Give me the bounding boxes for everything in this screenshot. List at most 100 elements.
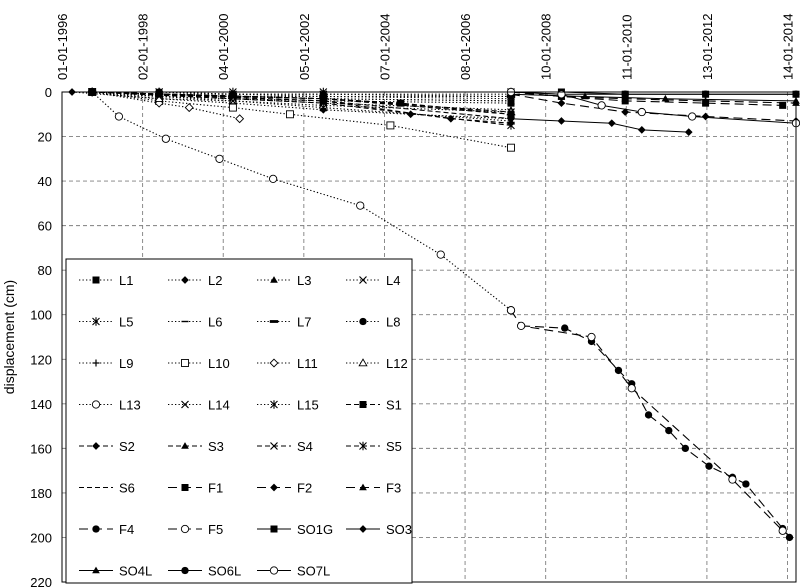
legend-item-f1: F1 <box>168 481 223 496</box>
legend-item-l8: L8 <box>346 315 400 330</box>
legend-item-l10: L10 <box>168 356 230 371</box>
data-point-f5 <box>778 526 787 535</box>
legend-marker-sample <box>359 276 367 284</box>
data-point-f5 <box>516 321 526 330</box>
legend-marker-sample <box>181 484 189 491</box>
data-point-f4 <box>644 411 653 419</box>
legend-marker-sample <box>359 401 367 408</box>
legend-label: S1 <box>386 398 402 413</box>
legend-box <box>65 258 413 584</box>
y-tick-label: 60 <box>38 219 52 234</box>
legend-marker-sample <box>92 317 100 326</box>
data-point-s4 <box>507 108 515 116</box>
x-tick-label: 11-01-2010 <box>619 14 634 80</box>
legend-marker-sample <box>269 358 279 368</box>
legend-marker-sample <box>181 359 189 367</box>
legend-label: S3 <box>208 439 224 454</box>
legend-marker-sample <box>359 483 367 491</box>
legend-item-f4: F4 <box>79 522 134 537</box>
legend-label: F1 <box>208 481 223 496</box>
series-line-l10 <box>92 91 512 149</box>
data-point-so7l <box>597 101 606 110</box>
legend-item-l6: L6 <box>168 315 222 330</box>
legend-item-f5: F5 <box>168 522 223 537</box>
legend-label: L13 <box>119 398 141 413</box>
data-point-f1 <box>779 101 787 109</box>
legend-item-s2: S2 <box>79 439 135 454</box>
data-point-so3 <box>557 117 566 125</box>
legend-label: F5 <box>208 522 223 537</box>
legend-label: L12 <box>386 356 408 371</box>
y-tick-label: 0 <box>45 85 52 100</box>
data-point-so3 <box>637 126 646 134</box>
legend-item-s5: S5 <box>346 439 402 454</box>
legend-marker-sample <box>181 566 189 575</box>
legend-marker-sample <box>270 400 278 409</box>
legend-marker-sample <box>269 566 279 575</box>
data-point-l13 <box>161 134 170 143</box>
x-tick-label: 07-01-2004 <box>377 14 392 81</box>
legend-label: L8 <box>386 315 400 330</box>
legend-item-l5: L5 <box>79 315 133 330</box>
data-point-so3 <box>507 114 515 123</box>
legend-label: SO7L <box>297 564 330 579</box>
legend-marker-sample <box>270 276 278 283</box>
legend-marker-sample <box>359 525 367 533</box>
legend-label: S5 <box>386 439 402 454</box>
data-point-f5 <box>587 332 596 342</box>
data-point-l10 <box>386 121 395 130</box>
series-s5 <box>88 87 515 130</box>
data-point-f4 <box>785 533 794 542</box>
legend-item-f2: F2 <box>257 481 312 496</box>
legend-marker-sample <box>181 276 189 284</box>
data-point-f2 <box>557 99 566 107</box>
legend-item-s1: S1 <box>346 398 402 413</box>
y-tick-label: 220 <box>30 575 52 587</box>
plot-area-frame <box>61 91 797 583</box>
data-point-s3 <box>507 110 515 118</box>
y-tick-label: 100 <box>30 308 52 323</box>
y-tick-label: 20 <box>38 130 52 145</box>
legend-label: S2 <box>119 439 135 454</box>
legend-label: L5 <box>119 315 133 330</box>
legend-item-l3: L3 <box>257 273 311 288</box>
data-point-f4 <box>681 444 689 453</box>
legend-item-so1g: SO1G <box>257 522 333 537</box>
legend-item-s6: S6 <box>79 481 135 496</box>
legend-label: SO4L <box>119 564 152 579</box>
series-f3 <box>507 88 800 106</box>
legend-label: L6 <box>208 315 222 330</box>
data-point-f2 <box>701 112 710 121</box>
data-point-s1 <box>397 99 405 107</box>
series-so6l <box>507 88 800 98</box>
x-tick-label: 04-01-2000 <box>216 14 231 80</box>
data-point-l10 <box>228 103 237 112</box>
legend-item-l4: L4 <box>346 273 400 288</box>
x-tick-label: 02-01-1998 <box>136 14 151 81</box>
legend-item-l13: L13 <box>79 398 141 413</box>
x-tick-label: 01-01-1996 <box>55 14 70 81</box>
series-line-so7l <box>510 91 797 124</box>
legend-item-so4l: SO4L <box>79 564 152 579</box>
legend-label: F3 <box>386 481 401 496</box>
legend-item-l9: L9 <box>79 356 133 371</box>
data-point-l10 <box>507 143 515 152</box>
data-point-f2 <box>621 108 630 116</box>
series-s1 <box>88 88 515 118</box>
x-tick-label: 14-01-2014 <box>781 14 796 81</box>
series-line-so3 <box>510 118 689 133</box>
data-point-f4 <box>665 426 673 435</box>
legend-label: L3 <box>297 273 311 288</box>
y-tick-label: 200 <box>30 530 52 545</box>
legend-marker-sample <box>92 276 100 284</box>
legend-label: L9 <box>119 356 133 371</box>
legend-item-l7: L7 <box>257 315 311 330</box>
legend-marker-sample <box>91 400 101 409</box>
series-so3 <box>507 114 693 136</box>
data-point-so7l <box>637 107 646 117</box>
legend-label: SO6L <box>208 564 241 579</box>
data-point-f4 <box>705 462 713 470</box>
series-so1g <box>507 88 800 98</box>
y-tick-label: 180 <box>30 486 52 501</box>
data-point-l13 <box>356 201 365 210</box>
